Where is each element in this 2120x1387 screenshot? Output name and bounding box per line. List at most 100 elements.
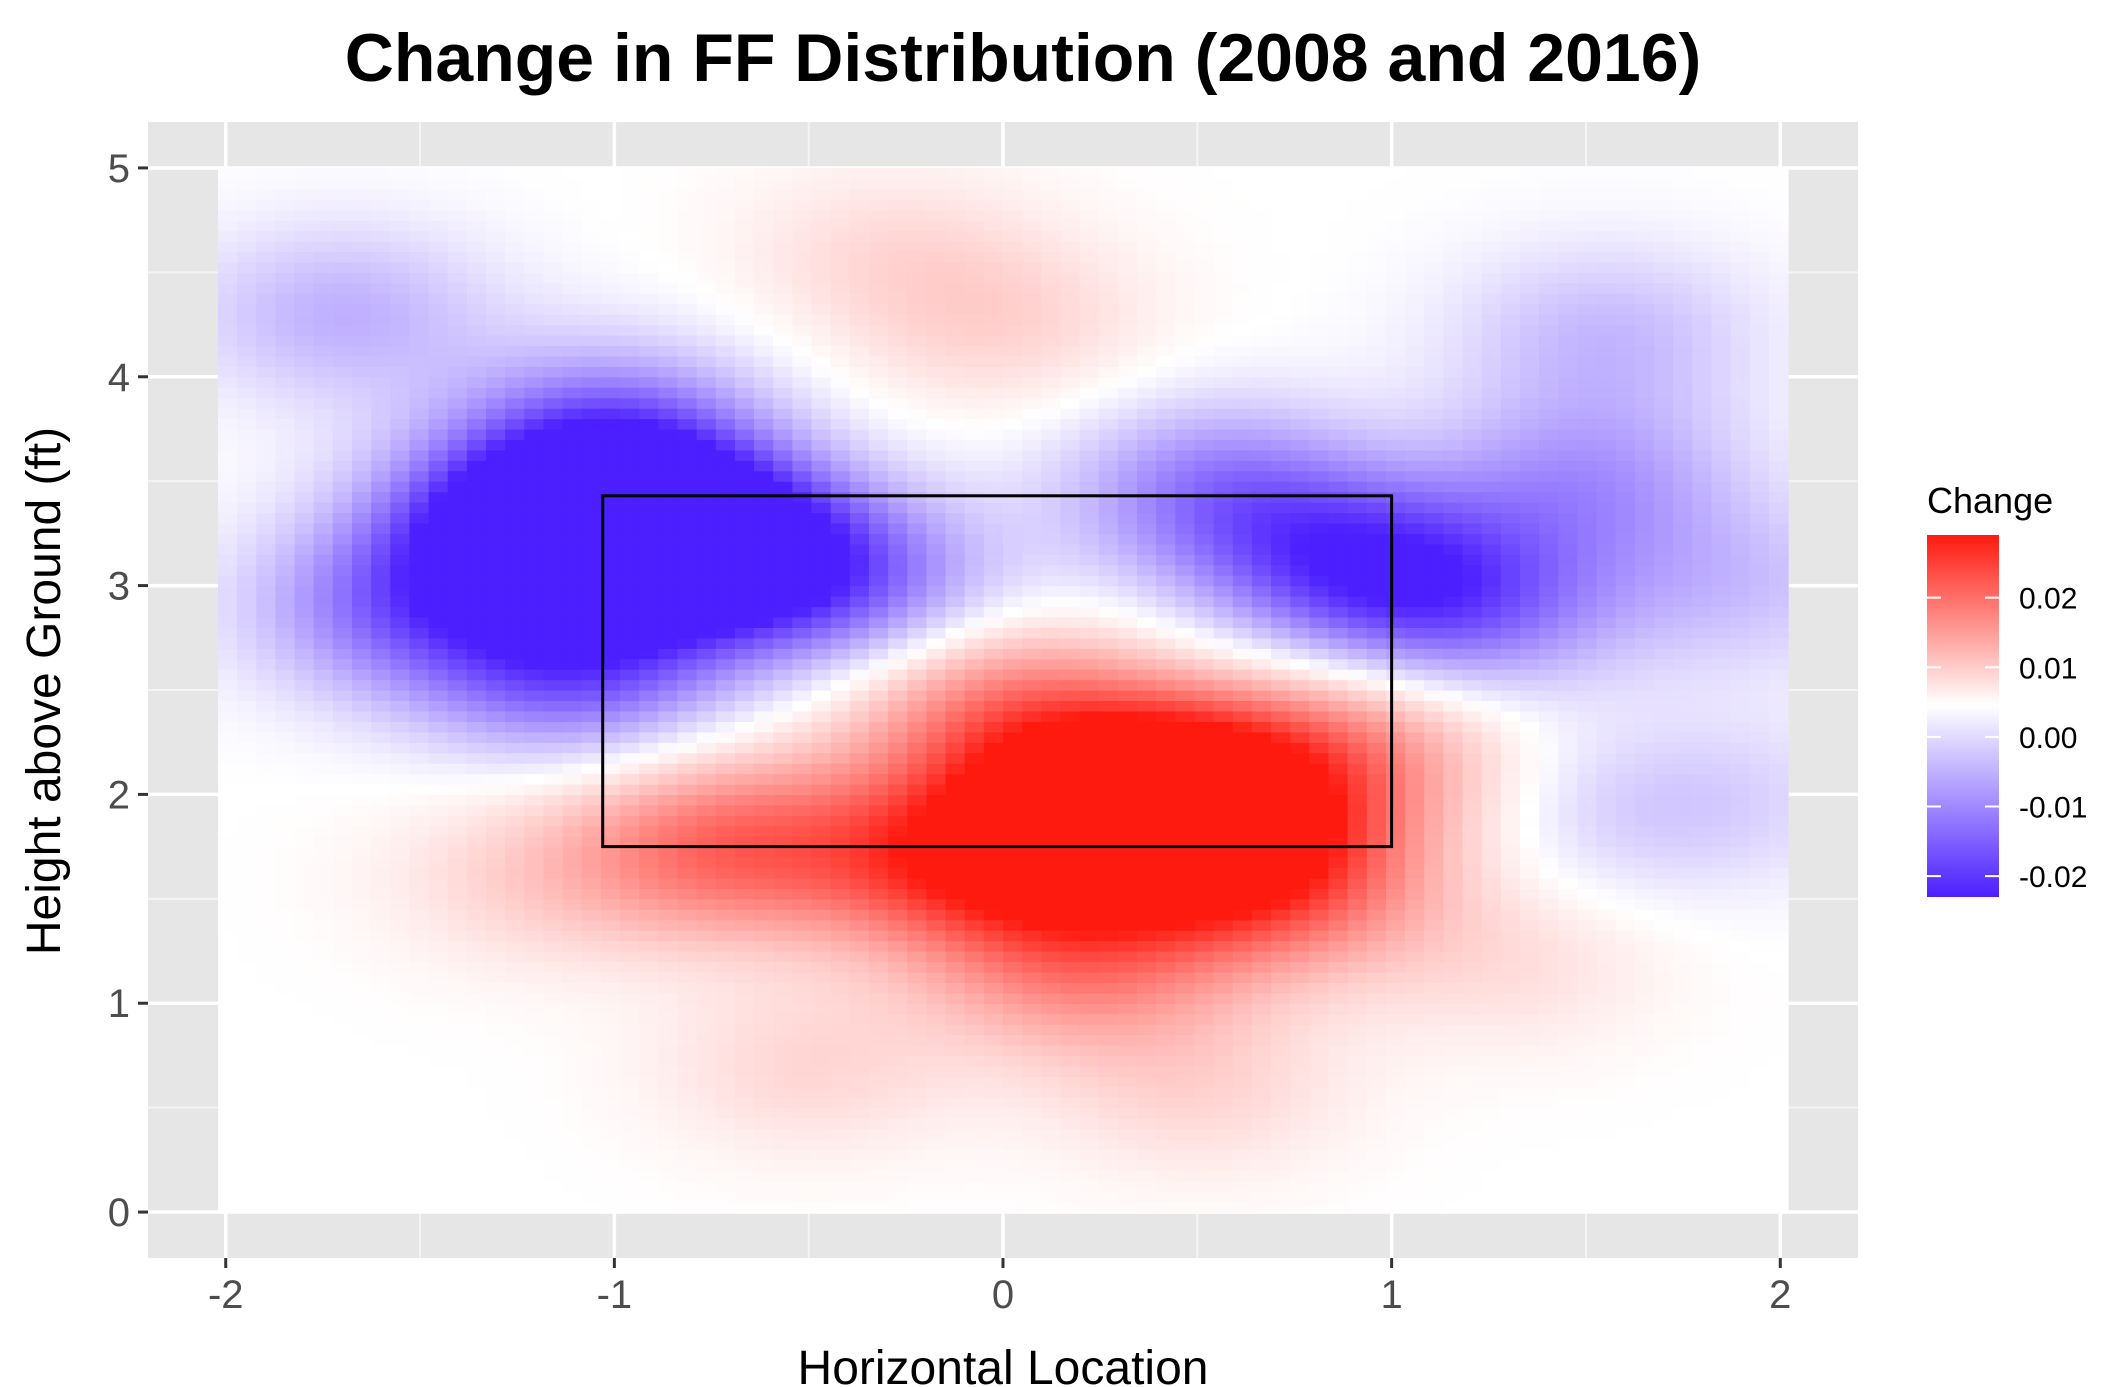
heatmap-tile [447,971,468,983]
heatmap-tile [581,543,602,555]
heatmap-tile [1098,1024,1119,1036]
heatmap-tile [696,1065,717,1077]
heatmap-tile [792,1170,813,1182]
heatmap-tile [715,178,736,190]
heatmap-tile [1137,335,1157,347]
heatmap-tile [351,783,372,796]
heatmap-tile [1060,1013,1081,1025]
heatmap-tile [275,815,296,827]
heatmap-tile [658,220,679,232]
heatmap-tile [294,648,315,660]
heatmap-tile [926,449,947,461]
heatmap-tile [773,282,793,294]
heatmap-tile [811,376,832,388]
heatmap-tile [543,1065,564,1077]
heatmap-tile [639,606,659,618]
heatmap-tile [620,763,640,775]
heatmap-tile [1003,502,1023,514]
heatmap-tile [677,919,698,931]
heatmap-tile [256,648,276,660]
heatmap-tile [888,1107,908,1119]
heatmap-tile [428,1201,449,1213]
heatmap-tile [313,606,334,618]
heatmap-tile [811,199,832,211]
heatmap-tile [1041,418,1062,430]
heatmap-tile [562,992,583,1004]
heatmap-tile [486,502,506,514]
heatmap-tile [868,345,889,357]
heatmap-tile [1117,220,1138,232]
heatmap-tile [983,1097,1004,1109]
heatmap-tile [983,679,1004,691]
heatmap-tile [964,251,985,263]
heatmap-tile [811,543,832,555]
heatmap-tile [773,1107,793,1119]
heatmap-tile [620,606,640,618]
heatmap-tile [600,669,621,681]
heatmap-tile [773,209,793,221]
heatmap-tile [409,355,430,367]
heatmap-tile [620,575,640,587]
heatmap-tile [505,470,525,482]
heatmap-tile [830,1107,851,1119]
heatmap-tile [313,585,334,597]
heatmap-tile [696,303,717,315]
heatmap-tile [849,773,870,785]
heatmap-tile [1003,690,1023,702]
heatmap-tile [926,564,947,576]
heatmap-tile [1079,470,1100,482]
heatmap-tile [945,282,966,294]
heatmap-tile [275,752,296,764]
heatmap-tile [830,690,851,702]
heatmap-tile [217,742,238,754]
heatmap-tile [390,241,411,253]
heatmap-tile [562,543,583,555]
heatmap-tile [811,1024,832,1036]
heatmap-tile [849,909,870,921]
heatmap-tile [945,449,966,461]
heatmap-tile [868,773,889,785]
heatmap-tile [237,1180,257,1192]
heatmap-tile [600,585,621,597]
heatmap-tile [581,178,602,190]
heatmap-tile [486,585,506,597]
heatmap-tile [773,710,793,722]
heatmap-tile [390,961,411,973]
heatmap-tile [562,731,583,743]
heatmap-tile [1022,1170,1042,1182]
heatmap-tile [658,1138,679,1151]
heatmap-tile [639,502,659,514]
heatmap-tile [620,387,640,399]
heatmap-tile [734,230,755,242]
heatmap-tile [600,272,621,284]
heatmap-tile [868,199,889,211]
heatmap-tile [964,1128,985,1140]
heatmap-tile [1079,314,1100,326]
heatmap-tile [964,1024,985,1036]
heatmap-tile [581,1170,602,1182]
heatmap-tile [1156,1086,1176,1098]
heatmap-tile [466,470,487,482]
heatmap-tile [830,1076,851,1088]
heatmap-tile [1079,1138,1100,1151]
heatmap-tile [1022,355,1042,367]
heatmap-tile [888,512,908,524]
heatmap-tile [620,1107,640,1119]
heatmap-tile [888,836,908,848]
heatmap-tile [217,606,238,618]
heatmap-tile [620,846,640,858]
heatmap-tile [1022,439,1042,451]
heatmap-tile [1022,1086,1042,1098]
heatmap-tile [409,679,430,691]
heatmap-tile [639,867,659,879]
heatmap-tile [983,397,1004,409]
heatmap-tile [945,857,966,869]
heatmap-tile [524,470,545,482]
heatmap-tile [792,345,813,357]
heatmap-tile [639,481,659,493]
heatmap-tile [830,167,851,179]
heatmap-tile [371,1034,391,1046]
heatmap-tile [620,230,640,242]
heatmap-tile [620,877,640,889]
heatmap-tile [351,470,372,482]
